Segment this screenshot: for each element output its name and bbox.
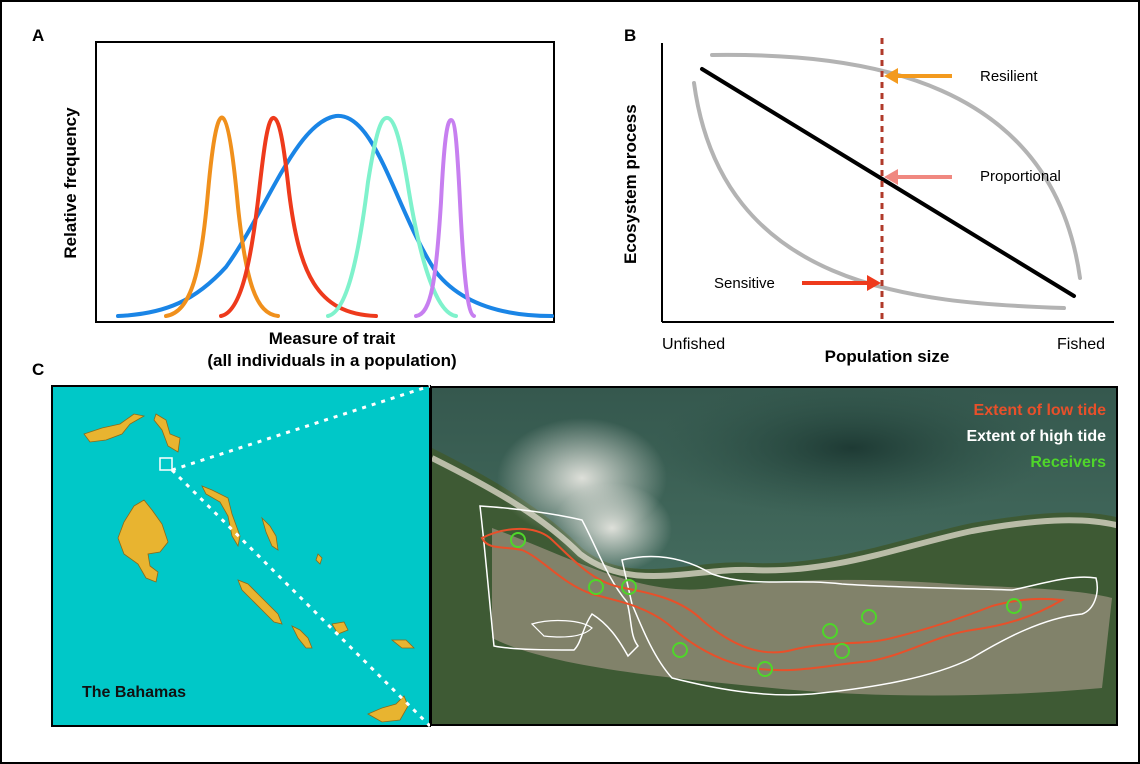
panel-a-plot [95, 41, 555, 323]
panel-a-letter: A [32, 26, 45, 45]
island-san-salvador [315, 553, 323, 565]
panel-a-frame [95, 41, 555, 323]
map-sea [51, 385, 431, 727]
map-label-bahamas: The Bahamas [82, 684, 187, 701]
legend-low-tide: Extent of low tide [973, 402, 1106, 419]
island-long [291, 625, 313, 649]
island-acklins [390, 639, 415, 649]
sensitive-arrowhead [867, 275, 881, 291]
panel-a-xlabel: Measure of trait (all individuals in a p… [182, 328, 482, 372]
legend-high-tide: Extent of high tide [966, 428, 1106, 445]
high-tide-outline [479, 505, 640, 658]
island-eleuthera [201, 485, 241, 548]
receiver-8 [861, 609, 877, 625]
island-exuma [237, 579, 283, 625]
receivers [510, 532, 1022, 677]
resilient-curve [710, 52, 1082, 280]
annotation-sensitive: Sensitive [714, 275, 775, 292]
panel-c-letter: C [32, 360, 45, 379]
aerial-deep-water [652, 388, 1052, 518]
panel-b-xlabel: Population size [824, 347, 950, 366]
proportional-line [700, 67, 1076, 298]
receiver-5 [757, 661, 773, 677]
x-tick-fished: Fished [1057, 336, 1106, 353]
zoom-line-bottom [170, 468, 432, 728]
island-cat [261, 516, 279, 551]
panel-a-xlabel-line2: (all individuals in a population) [207, 351, 457, 370]
sensitive-curve [692, 81, 1066, 310]
aerial-cloud-2 [552, 483, 672, 573]
receiver-6 [822, 623, 838, 639]
islands [83, 413, 415, 723]
proportional-arrowhead [884, 169, 898, 185]
aerial-image [432, 388, 1116, 724]
receiver-7 [834, 643, 850, 659]
panel-a-ylabel: Relative frequency [61, 107, 80, 259]
aerial-view: Extent of low tide Extent of high tide R… [430, 386, 1118, 726]
island-inagua [367, 695, 409, 723]
receiver-4 [672, 642, 688, 658]
study-site-box [159, 457, 173, 471]
receiver-3 [621, 579, 637, 595]
bahamas-map [51, 384, 432, 728]
panel-b-letter: B [624, 26, 637, 45]
legend-receivers: Receivers [1030, 454, 1106, 471]
island-abaco [153, 413, 181, 453]
low-tide-outline [480, 527, 1066, 672]
x-tick-unfished: Unfished [662, 336, 726, 353]
panel-a-xlabel-line1: Measure of trait [268, 329, 396, 348]
island-andros [117, 499, 169, 583]
panel-b-ylabel: Ecosystem process [621, 104, 640, 264]
receiver-1 [510, 532, 526, 548]
island-grand-bahama [83, 413, 146, 443]
annotation-proportional: Proportional [980, 168, 1061, 185]
curve-population-wide [116, 113, 554, 318]
curve-violet [414, 117, 476, 318]
high-tide-inlet [530, 619, 593, 638]
resilient-arrowhead [884, 68, 898, 84]
annotation-resilient: Resilient [980, 68, 1038, 85]
receiver-9 [1006, 598, 1022, 614]
aerial-legend: Extent of low tide Extent of high tide R… [806, 398, 1106, 476]
receiver-2 [588, 579, 604, 595]
curve-red [219, 116, 378, 318]
aerial-mudflat [492, 528, 1112, 696]
curve-aqua [326, 115, 458, 318]
island-crooked [331, 621, 349, 635]
panel-b-plot [661, 38, 1114, 323]
high-tide-outline-east [621, 555, 1098, 696]
